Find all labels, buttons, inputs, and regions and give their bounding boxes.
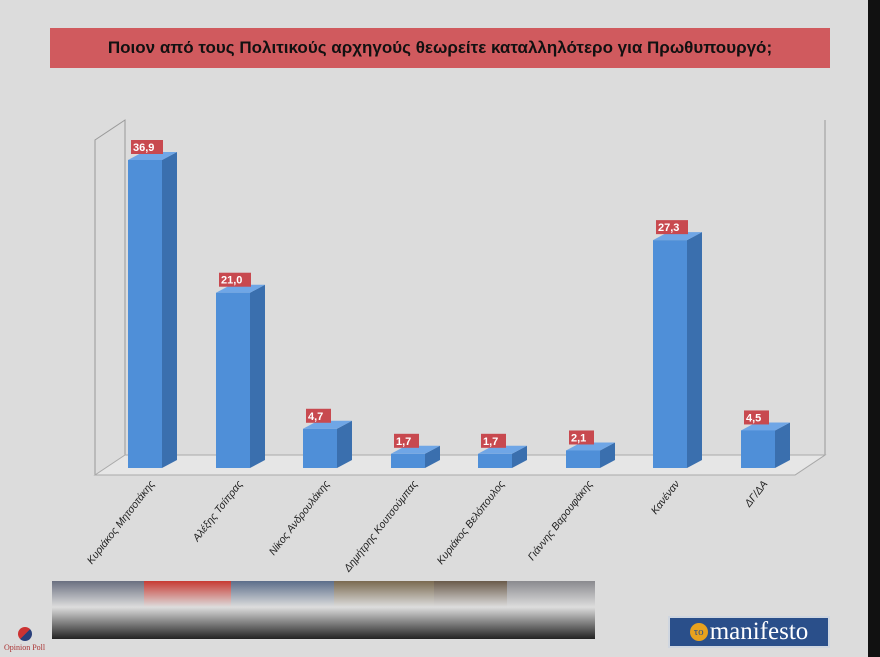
data-label-bg xyxy=(219,272,251,287)
bar xyxy=(478,453,512,468)
leader-photo xyxy=(434,581,507,639)
category-label: Νίκος Ανδρουλάκης xyxy=(267,478,333,558)
category-label: Κυριάκος Βελόπουλος xyxy=(435,478,508,567)
bar xyxy=(741,430,775,468)
leader-photo xyxy=(144,581,231,639)
bar-side xyxy=(425,445,440,468)
back-wall-left xyxy=(94,119,126,475)
back-wall-right xyxy=(794,120,826,476)
bar-side xyxy=(250,284,265,468)
data-label: 1,7 xyxy=(396,436,411,448)
data-label-bg xyxy=(394,433,419,448)
category-label: Γιάννης Βαρουφάκης xyxy=(526,478,596,563)
category-label: ΔΓ/ΔΑ xyxy=(742,478,771,510)
data-label-bg xyxy=(569,430,594,445)
floor xyxy=(93,454,827,476)
data-label-bg xyxy=(656,220,688,235)
category-label: Κυριάκος Μητσοτάκης xyxy=(85,478,158,567)
data-label-bg xyxy=(131,140,163,154)
data-label-bg xyxy=(744,410,769,425)
bar-side xyxy=(687,232,702,468)
data-label: 1,7 xyxy=(483,436,498,448)
bar xyxy=(391,453,425,468)
category-label: Δημήτρης Κουτσούμπας xyxy=(341,478,421,575)
bar xyxy=(216,292,250,468)
leader-photo xyxy=(52,581,144,639)
bar-side xyxy=(775,422,790,468)
bar-side xyxy=(600,442,615,468)
category-label: Κανέναν xyxy=(649,478,683,517)
bar-side xyxy=(512,445,527,468)
leader-photo xyxy=(507,581,595,639)
bar xyxy=(303,428,337,468)
opinion-poll-logo: Opinion Poll xyxy=(4,627,45,652)
bar xyxy=(128,160,162,468)
chart-title: Ποιον από τους Πολιτικούς αρχηγούς θεωρε… xyxy=(50,28,830,68)
data-label-bg xyxy=(481,433,506,448)
data-label: 4,7 xyxy=(308,411,323,423)
bar-side xyxy=(162,152,177,468)
data-label: 2,1 xyxy=(571,432,586,444)
bar-chart: 36,9 Κυριάκος Μητσοτάκης 21,0 Αλέξης Τσίπρα… xyxy=(85,119,827,575)
bar xyxy=(653,240,687,468)
data-label: 4,5 xyxy=(746,412,761,424)
leader-photo xyxy=(231,581,334,639)
leader-photo xyxy=(334,581,434,639)
data-label-bg xyxy=(306,408,331,423)
category-label: Αλέξης Τσίπρας xyxy=(190,478,246,545)
bar-side xyxy=(337,420,352,468)
bar xyxy=(566,450,600,468)
data-label: 36,9 xyxy=(133,142,154,154)
leader-photos xyxy=(52,581,595,639)
data-label: 27,3 xyxy=(658,222,679,234)
data-label: 21,0 xyxy=(221,275,242,287)
manifesto-logo: το manifesto xyxy=(668,616,830,648)
